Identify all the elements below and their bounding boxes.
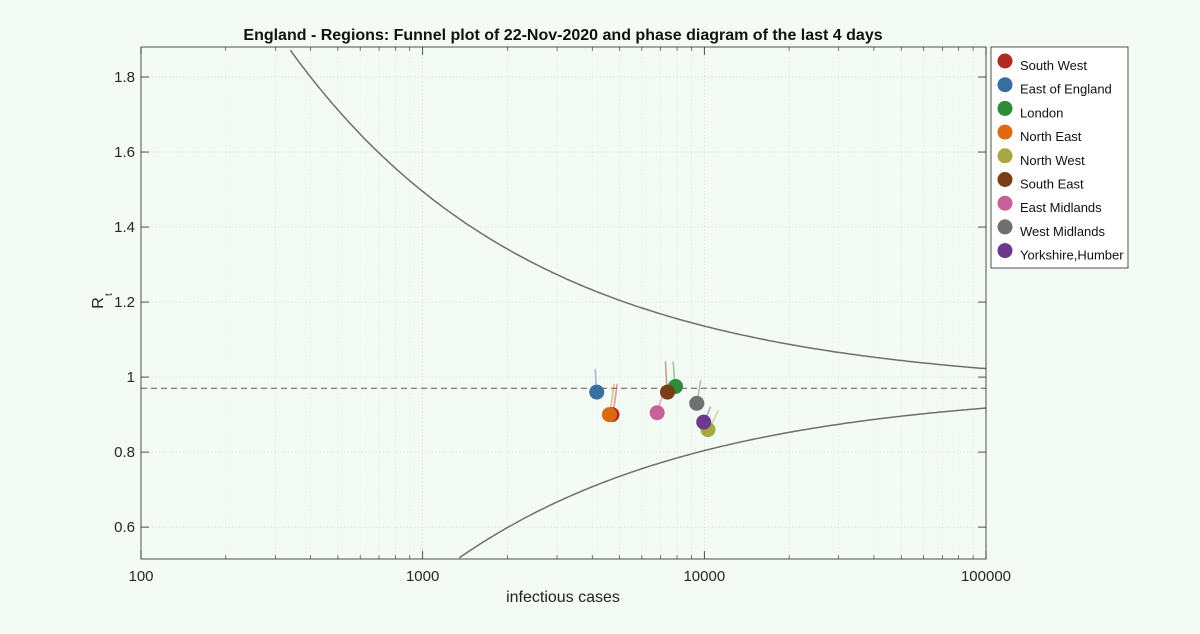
data-point <box>601 407 617 423</box>
y-tick-label: 1.4 <box>114 219 135 236</box>
data-point <box>689 395 705 411</box>
data-point <box>589 384 605 400</box>
plot-frame <box>140 46 987 560</box>
y-tick-label: 0.6 <box>114 519 135 536</box>
y-tick-label: 1.8 <box>114 69 135 86</box>
data-point <box>696 414 712 430</box>
legend-label: London <box>1020 105 1063 120</box>
x-tick-label: 100000 <box>961 568 1011 585</box>
legend-label: Yorkshire,Humber <box>1020 248 1124 263</box>
data-series <box>589 361 720 438</box>
legend-marker <box>997 195 1013 211</box>
legend-label: South East <box>1020 177 1084 192</box>
legend-label: North East <box>1020 129 1082 144</box>
legend-label: West Midlands <box>1020 224 1106 239</box>
funnel-lines <box>141 49 987 559</box>
y-tick-label: 1 <box>127 369 135 386</box>
chart-title: England - Regions: Funnel plot of 22-Nov… <box>243 27 882 44</box>
y-tick-label: 0.8 <box>114 444 135 461</box>
legend-box <box>990 46 1129 269</box>
plot-area <box>141 47 986 559</box>
x-tick-label: 10000 <box>683 568 725 585</box>
legend-label: East of England <box>1020 82 1112 97</box>
legend-marker <box>997 100 1013 116</box>
legend-label: East Midlands <box>1020 200 1102 215</box>
legend-marker <box>997 243 1013 259</box>
y-tick-label: 1.6 <box>114 144 135 161</box>
y-axis-label: R t <box>90 293 115 309</box>
y-tick-label: 1.2 <box>114 294 135 311</box>
funnel-lower-limit <box>458 407 987 559</box>
legend-marker <box>997 124 1013 140</box>
legend-marker <box>997 53 1013 69</box>
data-point <box>660 384 676 400</box>
legend-label: South West <box>1020 58 1087 73</box>
legend: South West East of England London North Eas… <box>990 46 1129 269</box>
grid <box>141 47 986 559</box>
axis-ticks: 100 1000 10000 100000 0.6 0.8 1 1.2 1.4 1.6 1.8 <box>114 47 1011 585</box>
x-tick-label: 100 <box>128 568 153 585</box>
funnel-upper-limit <box>289 49 987 370</box>
y-axis-label-main: R <box>90 297 107 309</box>
y-axis-label-subscript: t <box>104 293 115 296</box>
legend-marker <box>997 172 1013 187</box>
legend-label: North West <box>1020 153 1085 168</box>
legend-marker <box>997 219 1013 235</box>
x-axis-label: infectious cases <box>506 589 620 606</box>
data-point <box>649 405 665 421</box>
x-tick-label: 1000 <box>406 568 439 585</box>
legend-marker <box>997 148 1013 164</box>
legend-marker <box>997 77 1013 93</box>
